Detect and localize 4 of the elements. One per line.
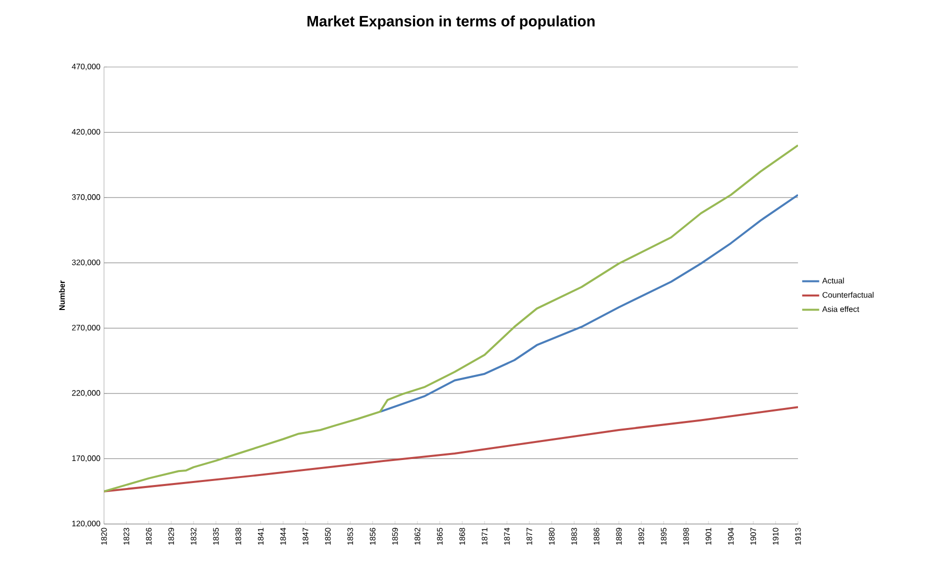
line-series (379, 194, 798, 413)
line-series (104, 406, 798, 492)
chart-title: Market Expansion in terms of population (308, 16, 595, 30)
line-series (104, 144, 798, 492)
